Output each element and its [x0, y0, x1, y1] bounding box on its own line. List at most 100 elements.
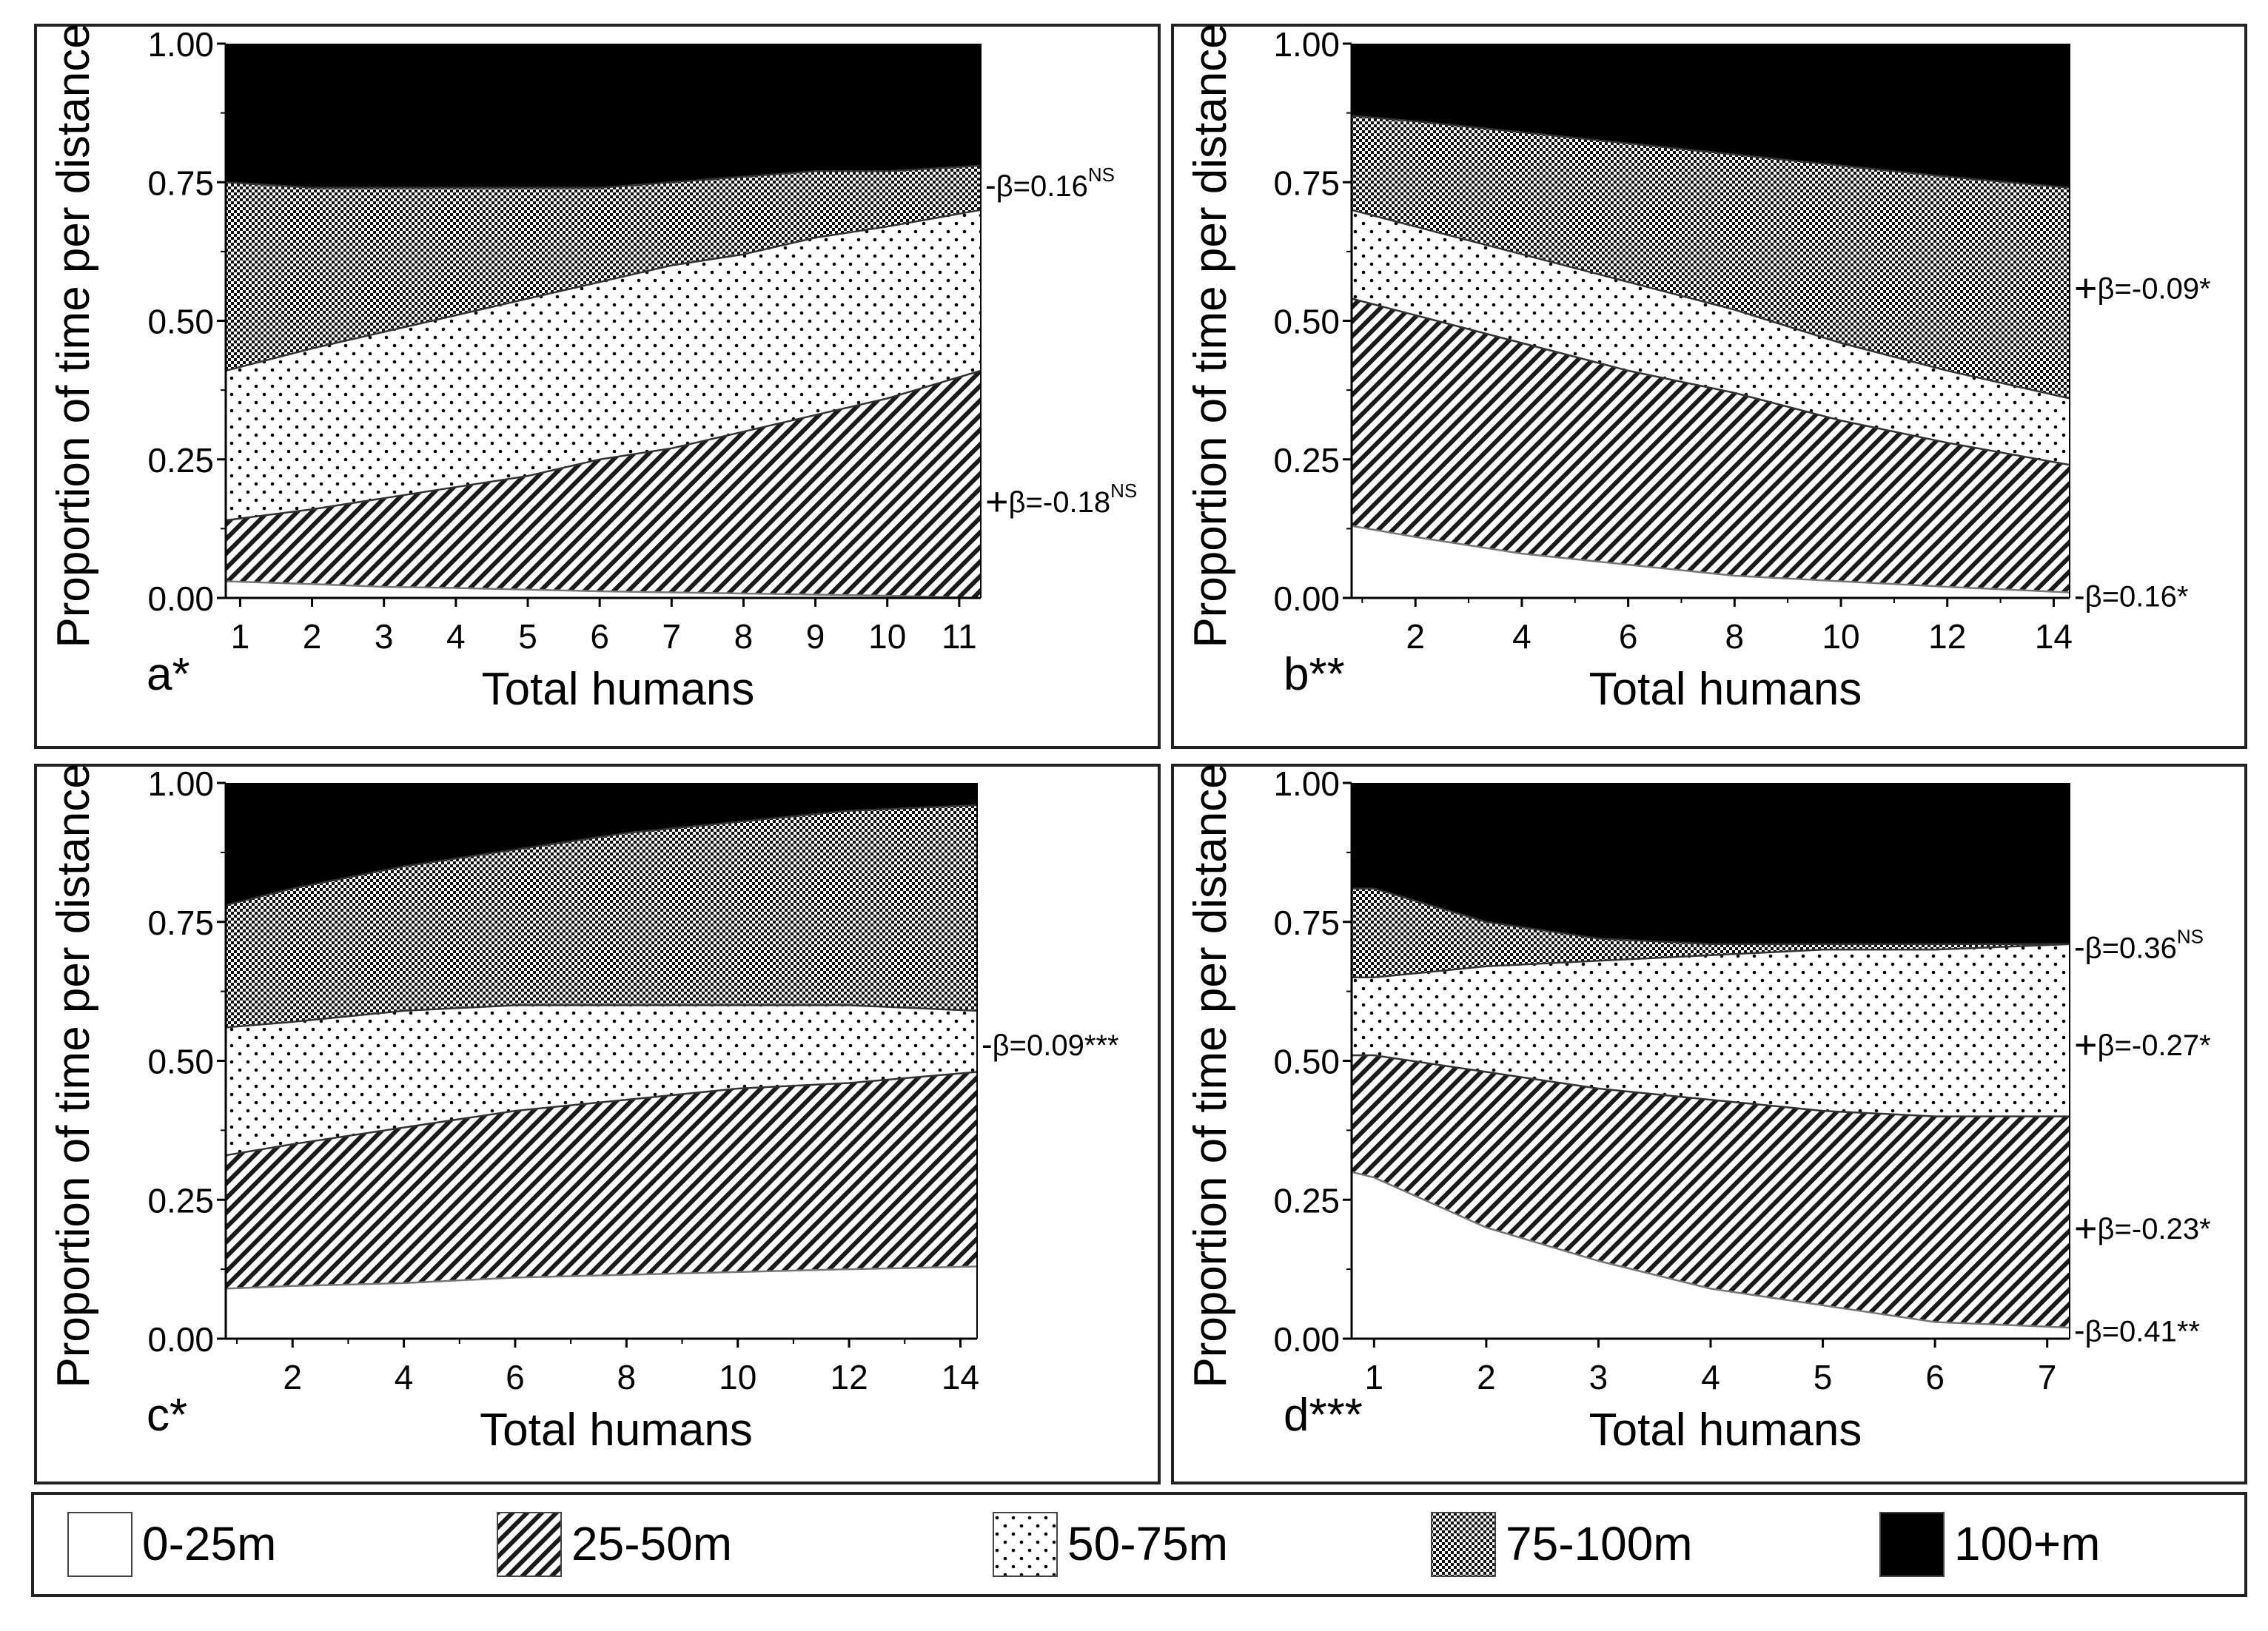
y-tick-label: 0.25 [1273, 441, 1340, 480]
y-tick-label: 1.00 [147, 764, 214, 803]
annotation-marker: + [2074, 1206, 2098, 1251]
x-tick-label: 6 [506, 1358, 525, 1396]
x-tick-label: 10 [1822, 617, 1859, 656]
legend-label: 0-25m [142, 1517, 276, 1570]
boundary-line [1351, 525, 2070, 593]
x-tick-label: 9 [806, 617, 825, 656]
y-axis-title: Proportion of time per distance [48, 23, 99, 648]
boundary-line [1351, 115, 2070, 189]
boundary-line [1351, 297, 2070, 466]
beta-annotation: +β=-0.27* [2074, 1023, 2211, 1067]
boundary-line [1352, 943, 2070, 979]
legend-frame [31, 1492, 2247, 1597]
y-tick-label: 1.00 [1273, 25, 1340, 64]
x-tick-label: 6 [590, 617, 609, 656]
panel-b-frame [1171, 24, 2247, 749]
x-tick-label: 10 [719, 1358, 756, 1396]
panel-label: c* [147, 1390, 187, 1441]
x-tick-label: 4 [1512, 617, 1531, 656]
chart-panel-a: 0.00 0.25 0.50 0.75 1.00 1 2 3 4 5 6 7 8 9 10 11 Total h… [48, 23, 1137, 715]
band-100m-plus [1352, 44, 2070, 188]
x-tick-label: 4 [395, 1358, 414, 1396]
legend: 0-25m 25-50m 50-75m 75-100m 100+m [67, 1512, 2100, 1577]
boundary-line [225, 1004, 978, 1029]
band-100m-plus [1352, 783, 2070, 944]
beta-annotation: +β=-0.23* [2074, 1206, 2211, 1251]
y-tick-label: 0.00 [147, 1320, 214, 1359]
annotation-text: β=0.41** [2085, 1316, 2200, 1348]
annotation-text: β=0.09*** [993, 1029, 1119, 1062]
legend-swatch-50-75m [993, 1512, 1058, 1577]
y-tick-label: 0.25 [1273, 1181, 1340, 1220]
beta-annotation: -β=0.16* [2074, 577, 2188, 613]
beta-annotation: -β=0.41** [2074, 1313, 2200, 1349]
x-tick-label: 2 [303, 617, 322, 656]
panel-a-frame [34, 24, 1161, 749]
y-tick-label: 0.25 [147, 1181, 214, 1220]
boundary-line [1351, 1171, 2070, 1329]
annotation-text: β=0.36 [2085, 932, 2177, 965]
panel-label: a* [147, 649, 190, 700]
y-tick-label: 0.75 [147, 904, 214, 942]
annotation-marker: - [2074, 929, 2085, 966]
beta-annotation: +β=-0.09* [2074, 266, 2211, 311]
x-tick-label: 8 [617, 1358, 637, 1396]
legend-label: 25-50m [571, 1517, 732, 1570]
annotation-superscript: NS [2177, 926, 2204, 948]
band-0-25m [1352, 525, 2070, 598]
boundary-line [225, 580, 982, 599]
x-axis-title: Total humans [1589, 664, 1862, 715]
y-tick-label: 0.50 [1273, 303, 1340, 341]
y-tick-label: 0.00 [1273, 579, 1340, 618]
boundary-line [1352, 1054, 2070, 1117]
beta-annotation: -β=0.09*** [982, 1026, 1119, 1063]
x-tick-label: 3 [375, 617, 394, 656]
y-axis-title: Proportion of time per distance [1185, 23, 1236, 648]
x-tick-label: 3 [1589, 1358, 1608, 1396]
panel-c-frame [34, 764, 1161, 1484]
band-75-100m [1352, 888, 2070, 978]
y-axis-title: Proportion of time per distance [48, 763, 99, 1388]
x-tick-label: 8 [734, 617, 754, 656]
x-tick-label: 4 [1701, 1358, 1720, 1396]
annotation-superscript: NS [1110, 480, 1137, 502]
annotation-text: β=-0.23* [2098, 1213, 2211, 1245]
beta-annotation: -β=0.36NS [2074, 926, 2204, 966]
x-axis-title: Total humans [1589, 1405, 1862, 1456]
y-tick-label: 0.00 [147, 579, 214, 618]
boundary-line [225, 164, 982, 189]
x-axis-title: Total humans [480, 1405, 753, 1456]
x-tick-label: 2 [1406, 617, 1425, 656]
x-tick-label: 8 [1725, 617, 1745, 656]
legend-label: 75-100m [1506, 1517, 1693, 1570]
y-tick-label: 0.00 [1273, 1320, 1340, 1359]
x-tick-label: 5 [518, 617, 537, 656]
annotation-marker: - [2074, 577, 2085, 613]
band-50-75m [1352, 209, 2070, 465]
panel-label: b** [1284, 649, 1345, 700]
panel-d-frame [1171, 764, 2247, 1484]
annotation-superscript: NS [1088, 164, 1115, 186]
x-tick-label: 12 [830, 1358, 868, 1396]
band-75-100m [226, 805, 977, 1028]
y-tick-label: 0.75 [147, 164, 214, 202]
band-50-75m [226, 209, 981, 521]
beta-annotation: +β=-0.18NS [985, 480, 1137, 524]
annotation-marker: + [985, 480, 1009, 524]
band-100m-plus [226, 44, 981, 188]
y-axis-title: Proportion of time per distance [1185, 763, 1236, 1388]
legend-swatch-75-100m [1431, 1512, 1496, 1577]
x-tick-label: 14 [942, 1358, 979, 1396]
chart-panel-d: 0.00 0.25 0.50 0.75 1.00 1 2 3 4 5 6 7 Total humans P… [1185, 763, 2211, 1456]
y-tick-label: 0.75 [1273, 164, 1340, 202]
y-tick-label: 0.75 [1273, 904, 1340, 942]
x-tick-label: 5 [1814, 1358, 1833, 1396]
band-50-75m [226, 1005, 977, 1156]
x-tick-label: 14 [2035, 617, 2073, 656]
y-tick-label: 0.50 [147, 303, 214, 341]
band-25-50m [1352, 1055, 2070, 1328]
x-tick-label: 7 [662, 617, 681, 656]
boundary-line [225, 209, 982, 372]
annotation-text: β=-0.27* [2098, 1029, 2211, 1062]
